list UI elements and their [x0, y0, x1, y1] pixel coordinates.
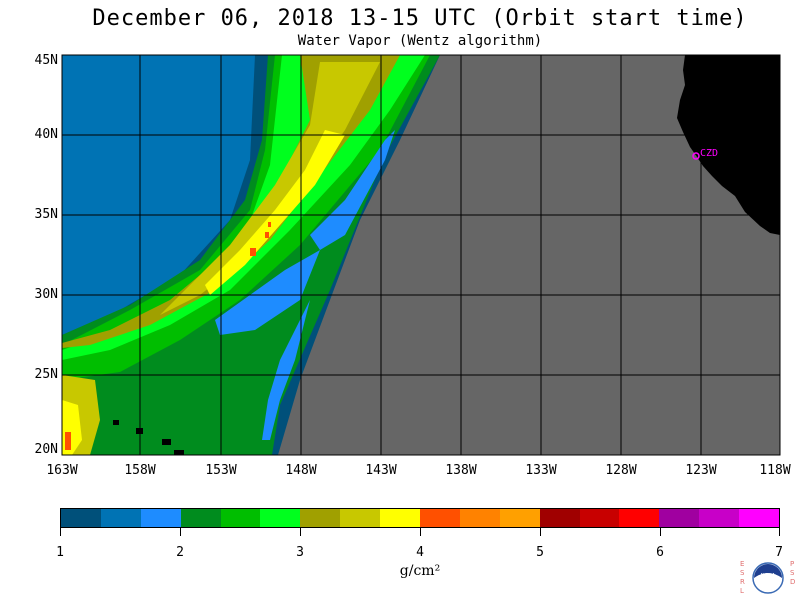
colorbar-segment [499, 509, 540, 527]
lat-label-30n: 30N [34, 287, 58, 302]
lon-label-118w: 118W [759, 463, 791, 478]
lat-label-45n: 45N [34, 53, 58, 68]
colorbar-segment [619, 509, 660, 527]
lon-label-153w: 153W [205, 463, 237, 478]
land-north-america [677, 55, 780, 235]
colorbar-segment [380, 509, 421, 527]
colorbar-segment [220, 509, 261, 527]
svg-text:NOAA: NOAA [761, 573, 776, 579]
colorbar-label-7: 7 [775, 545, 783, 560]
lon-label-138w: 138W [445, 463, 477, 478]
moisture-plume-yellow [205, 130, 345, 295]
lon-label-158w: 158W [124, 463, 156, 478]
dry-pocket-east-mid [215, 250, 320, 335]
lat-label-35n: 35N [34, 207, 58, 222]
lon-label-128w: 128W [605, 463, 637, 478]
colorbar [60, 508, 780, 528]
island-kauai [113, 420, 119, 425]
colorbar-segment [260, 509, 301, 527]
colorbar-segment [140, 509, 181, 527]
lat-label-25n: 25N [34, 367, 58, 382]
colorbar-segment [100, 509, 141, 527]
lon-label-148w: 148W [285, 463, 317, 478]
colorbar-segment [61, 509, 101, 527]
colorbar-label-2: 2 [176, 545, 184, 560]
lon-label-143w: 143W [365, 463, 397, 478]
island-maui [162, 439, 171, 445]
colorbar-segment [579, 509, 620, 527]
moisture-max-dot-3 [268, 222, 271, 227]
colorbar-tick-6 [660, 528, 661, 536]
map-frame [61, 54, 781, 456]
station-label: CZD [700, 148, 718, 159]
colorbar-segment [420, 509, 460, 527]
dry-pocket-east-low [262, 300, 310, 440]
lon-label-123w: 123W [685, 463, 717, 478]
colorbar-label-4: 4 [416, 545, 424, 560]
colorbar-label-5: 5 [536, 545, 544, 560]
lat-label-20n: 20N [34, 442, 58, 457]
lat-label-40n: 40N [34, 127, 58, 142]
colorbar-tick-1 [60, 528, 61, 536]
colorbar-label-1: 1 [56, 545, 64, 560]
map-field [62, 55, 780, 455]
colorbar-tick-7 [779, 528, 780, 536]
colorbar-tick-2 [180, 528, 181, 536]
moisture-max-dot-2 [265, 232, 269, 238]
colorbar-segment [739, 509, 780, 527]
moisture-max-dot-1 [250, 248, 256, 256]
colorbar-tick-4 [420, 528, 421, 536]
island-hawaii [174, 450, 184, 455]
colorbar-label-3: 3 [296, 545, 304, 560]
no-data-region [278, 55, 780, 455]
moisture-max-cell [65, 432, 71, 450]
colorbar-segment [180, 509, 221, 527]
colorbar-segment [459, 509, 500, 527]
colorbar-units: g/cm² [399, 563, 441, 579]
dry-pocket-east-upper [310, 130, 395, 250]
colorbar-segment [300, 509, 341, 527]
colorbar-tick-5 [540, 528, 541, 536]
chart-title: December 06, 2018 13-15 UTC (Orbit start… [92, 6, 748, 31]
station-marker-icon [692, 152, 700, 160]
colorbar-label-6: 6 [656, 545, 664, 560]
colorbar-tick-3 [300, 528, 301, 536]
moisture-band-low [62, 55, 255, 335]
colorbar-segment [659, 509, 700, 527]
chart-subtitle: Water Vapor (Wentz algorithm) [297, 33, 543, 49]
lat-lon-grid [62, 55, 780, 455]
colorbar-segment [539, 509, 580, 527]
colorbar-segment [340, 509, 381, 527]
noaa-seal-icon: NOAA [752, 562, 784, 594]
lon-label-133w: 133W [525, 463, 557, 478]
moisture-plume-yellow-dark [160, 62, 380, 315]
colorbar-segment [699, 509, 740, 527]
lon-label-163w: 163W [46, 463, 78, 478]
